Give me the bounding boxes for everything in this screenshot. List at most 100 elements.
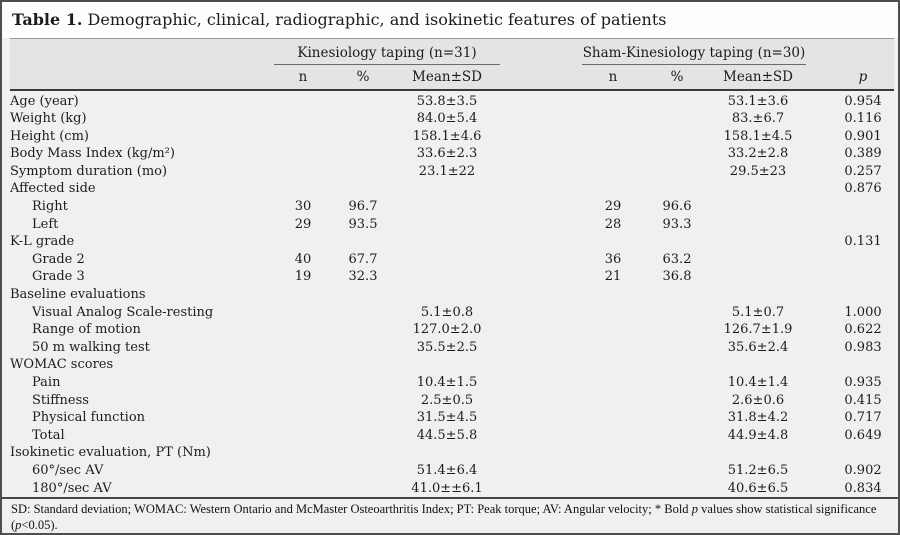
kt-pct-value (332, 145, 394, 163)
subheader-row: n % Mean±SD n % Mean±SD p (10, 64, 894, 91)
kt-n-value (274, 286, 332, 304)
row-label: Affected side (10, 181, 96, 197)
sham-n-value (582, 233, 644, 251)
gap (500, 198, 582, 216)
gap (500, 251, 582, 269)
row-label: Total (32, 427, 65, 443)
sham-mean-value (710, 268, 806, 286)
kt-pct-value (332, 110, 394, 128)
kt-n-value (274, 356, 332, 374)
table-row: Height (cm) 158.1±4.6 158.1±4.5 0.901 (10, 128, 894, 146)
table-row: Weight (kg) 84.0±5.4 83.±6.7 0.116 (10, 110, 894, 128)
group-gap (500, 38, 582, 65)
kt-pct-value (332, 480, 394, 498)
gap (500, 356, 582, 374)
row-label: Body Mass Index (kg/m²) (10, 146, 175, 162)
row-label: Baseline evaluations (10, 287, 146, 303)
gap (500, 268, 582, 286)
kt-pct-value (332, 233, 394, 251)
kt-pct-value (332, 128, 394, 146)
row-label: Grade 3 (32, 269, 85, 285)
p-value: 0.131 (844, 234, 882, 250)
kt-n-value (274, 444, 332, 462)
kt-n-value (274, 90, 332, 111)
row-label: 180°/sec AV (32, 480, 112, 496)
p-value (806, 251, 894, 269)
table-footnote: SD: Standard deviation; WOMAC: Western O… (2, 497, 898, 533)
gap (500, 339, 582, 357)
p-value: 0.622 (844, 322, 882, 338)
row-label: Left (32, 216, 59, 232)
p-value (806, 268, 894, 286)
gap (500, 233, 582, 251)
kt-n-value (274, 180, 332, 198)
kt-pct-value (332, 409, 394, 427)
sham-pct-value (644, 233, 710, 251)
kt-n-value (274, 233, 332, 251)
gap-header (500, 64, 582, 91)
table-row: Age (year) 53.8±3.5 53.1±3.6 0.954 (10, 90, 894, 111)
kt-n-value (274, 321, 332, 339)
kt-mean-value (394, 233, 500, 251)
sham-n-value (582, 286, 644, 304)
kt-n-value (274, 163, 332, 181)
sham-pct-value (644, 163, 710, 181)
table-row: 180°/sec AV 41.0±±6.1 40.6±6.5 0.834 (10, 480, 894, 498)
kt-n-value (274, 427, 332, 445)
kt-n-value (274, 392, 332, 410)
table-row: Total 44.5±5.8 44.9±4.8 0.649 (10, 427, 894, 445)
kt-n-value (274, 409, 332, 427)
sham-n-value: 28 (604, 216, 622, 232)
table-row: Grade 2 40 67.7 36 63.2 (10, 251, 894, 269)
sham-mean-value: 35.6±2.4 (727, 339, 789, 355)
p-value: 0.649 (844, 427, 882, 443)
p-value: 0.389 (844, 146, 882, 162)
sham-mean-value (710, 356, 806, 374)
kt-pct-value (332, 180, 394, 198)
sham-mean-value (710, 444, 806, 462)
sham-mean-value: 158.1±4.5 (723, 128, 793, 144)
sham-n-value: 29 (604, 199, 622, 215)
sham-n-value (582, 444, 644, 462)
sham-n-value (582, 128, 644, 146)
gap (500, 480, 582, 498)
sham-mean-value (710, 251, 806, 269)
sham-pct-value (644, 90, 710, 111)
row-label: Right (32, 199, 68, 215)
table-row: Pain 10.4±1.5 10.4±1.4 0.935 (10, 374, 894, 392)
kt-pct-value (332, 304, 394, 322)
row-label: 50 m walking test (32, 339, 150, 355)
kt-mean-value: 10.4±1.5 (416, 375, 478, 390)
kt-n-value (274, 339, 332, 357)
row-label: Visual Analog Scale-resting (32, 304, 214, 320)
sham-pct-value (644, 321, 710, 339)
kt-pct-value (332, 339, 394, 357)
kt-pct-value (332, 392, 394, 410)
sham-mean-value: 44.9±4.8 (727, 427, 789, 443)
kt-mean-value (394, 286, 500, 304)
p-value: 0.902 (844, 462, 882, 478)
kt-n-value: 29 (294, 216, 312, 232)
footnote-p-italic: p (691, 502, 698, 517)
kt-n-value (274, 462, 332, 480)
kt-mean-value (394, 356, 500, 374)
kt-pct-value (332, 374, 394, 392)
label-column-header (10, 64, 274, 91)
sham-pct-value: 96.6 (662, 199, 692, 215)
kt-pct-value (332, 286, 394, 304)
sham-n-value (582, 180, 644, 198)
sham-mean-value (710, 286, 806, 304)
table-body: Age (year) 53.8±3.5 53.1±3.6 0.954 Weight (k… (10, 90, 894, 498)
p-value: 1.000 (844, 304, 882, 320)
p-value: 0.257 (844, 163, 882, 179)
label-column-spacer (10, 38, 274, 65)
table-row: Grade 3 19 32.3 21 36.8 (10, 268, 894, 286)
sham-pct-value: 93.3 (662, 216, 692, 232)
kt-mean-value: 44.5±5.8 (416, 427, 478, 443)
kt-mean-value: 84.0±5.4 (416, 111, 478, 127)
sham-mean-value (710, 180, 806, 198)
sham-pct-value (644, 339, 710, 357)
data-table: Kinesiology taping (n=31) Sham-Kinesiolo… (10, 38, 894, 497)
row-label: Symptom duration (mo) (10, 163, 168, 179)
kt-mean-value (394, 268, 500, 286)
